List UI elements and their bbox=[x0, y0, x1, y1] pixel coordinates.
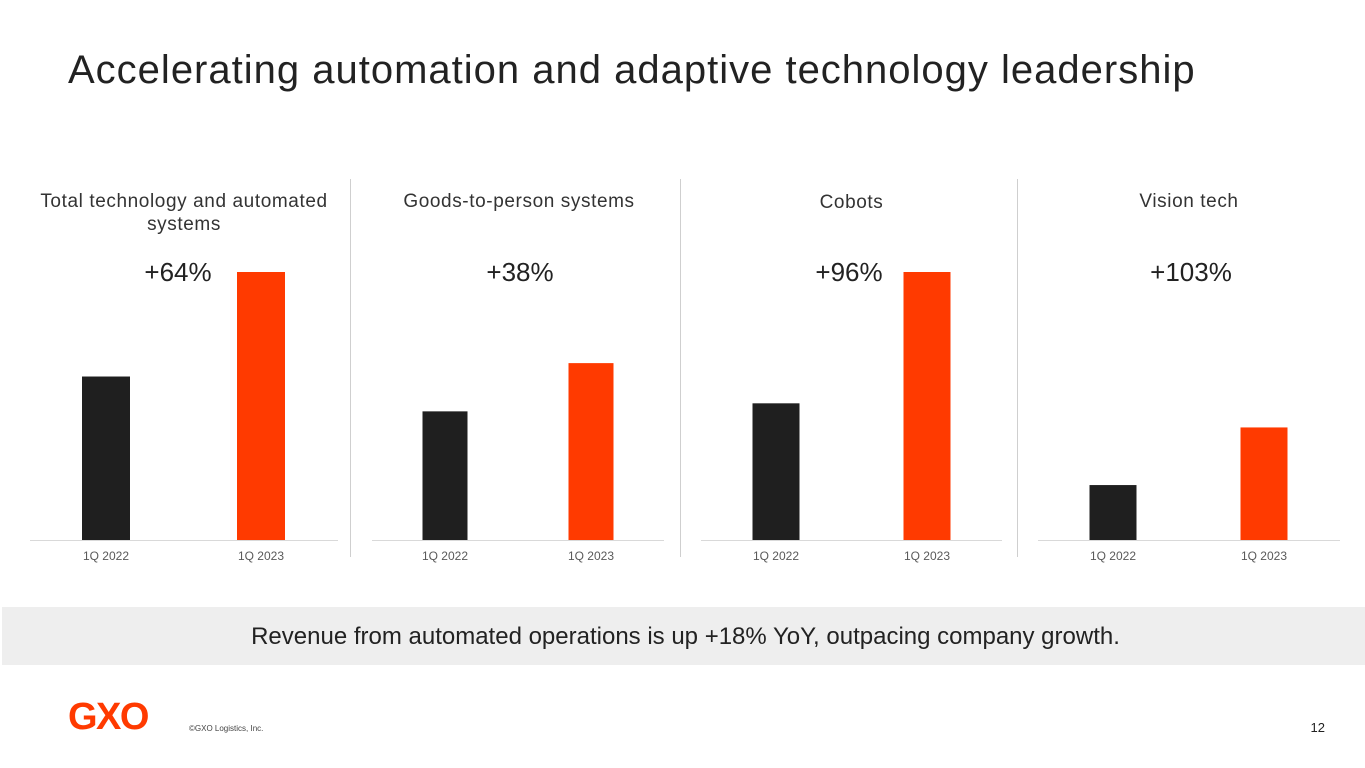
x-tick-label: 1Q 2023 bbox=[568, 549, 614, 563]
x-tick-label: 1Q 2022 bbox=[422, 549, 468, 563]
bar-1q-2022 bbox=[752, 403, 800, 540]
chart-title: Total technology and automated systems bbox=[40, 191, 328, 235]
chart-panel-goods-to-person: Goods-to-person systems +38% 1Q 2022 1Q 2… bbox=[372, 180, 664, 580]
panel-divider bbox=[1017, 179, 1018, 557]
bar-1q-2022 bbox=[82, 376, 130, 540]
bar-chart: 1Q 2022 1Q 2023 bbox=[1038, 427, 1340, 563]
panel-divider bbox=[680, 179, 681, 557]
page-number: 12 bbox=[1310, 720, 1325, 735]
page-title: Accelerating automation and adaptive tec… bbox=[68, 48, 1196, 92]
growth-label: +96% bbox=[815, 257, 883, 287]
logo-text: GXO bbox=[68, 698, 148, 732]
x-tick-label: 1Q 2023 bbox=[238, 549, 284, 563]
growth-label: +64% bbox=[144, 257, 212, 287]
x-tick-label: 1Q 2022 bbox=[83, 549, 129, 563]
chart-panel-cobots: Cobots +96% 1Q 2022 1Q 2023 bbox=[701, 180, 1002, 580]
x-tick-label: 1Q 2022 bbox=[753, 549, 799, 563]
bar-1q-2023 bbox=[903, 272, 951, 540]
bar-1q-2022 bbox=[422, 411, 468, 540]
chart-title: Cobots bbox=[819, 192, 884, 213]
summary-banner: Revenue from automated operations is up … bbox=[2, 607, 1365, 665]
bar-chart: 1Q 2022 1Q 2023 bbox=[372, 363, 664, 563]
panel-divider bbox=[350, 179, 351, 557]
bar-chart: 1Q 2022 1Q 2023 bbox=[30, 272, 338, 563]
summary-text: Revenue from automated operations is up … bbox=[251, 623, 1120, 650]
copyright: ©GXO Logistics, Inc. bbox=[189, 724, 264, 733]
x-tick-label: 1Q 2023 bbox=[904, 549, 950, 563]
chart-title: Vision tech bbox=[1139, 191, 1239, 212]
gxo-logo: GXO bbox=[68, 698, 149, 732]
x-tick-label: 1Q 2022 bbox=[1090, 549, 1136, 563]
bar-1q-2023 bbox=[1240, 427, 1288, 540]
chart-panel-total-technology: Total technology and automated systems +… bbox=[30, 180, 338, 580]
chart-panel-vision-tech: Vision tech +103% 1Q 2022 1Q 2023 bbox=[1038, 180, 1340, 580]
growth-label: +38% bbox=[486, 257, 554, 287]
x-tick-label: 1Q 2023 bbox=[1241, 549, 1287, 563]
growth-label: +103% bbox=[1150, 257, 1232, 287]
bar-1q-2023 bbox=[568, 363, 614, 540]
bar-1q-2023 bbox=[237, 272, 285, 540]
bar-1q-2022 bbox=[1089, 485, 1137, 540]
chart-title: Goods-to-person systems bbox=[403, 191, 635, 212]
bar-chart: 1Q 2022 1Q 2023 bbox=[701, 272, 1002, 563]
